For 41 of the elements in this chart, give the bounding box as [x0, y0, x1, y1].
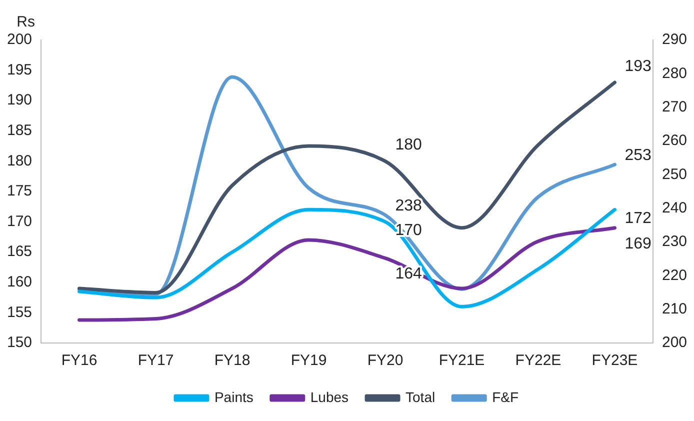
data-label: 169: [624, 235, 652, 252]
y2-tick-label: 240: [662, 199, 688, 216]
legend-label: Lubes: [310, 388, 349, 405]
legend-label: F&F: [492, 388, 519, 405]
x-tick-label: FY16: [61, 352, 98, 370]
x-tick-label: FY22E: [515, 352, 562, 370]
data-label: 172: [624, 210, 652, 228]
x-tick-label: FY21E: [438, 352, 485, 370]
y-tick-label: 175: [6, 182, 32, 200]
y-tick-label: 200: [6, 31, 32, 48]
x-tick-label: FY23E: [592, 352, 638, 370]
y2-tick-label: 230: [662, 233, 688, 250]
y-tick-label: 185: [6, 122, 32, 140]
x-tick-label: FY19: [290, 352, 327, 370]
legend-label: Total: [406, 388, 436, 405]
data-label: 193: [624, 58, 652, 75]
y2-tick-label: 210: [662, 300, 688, 318]
y-tick-label: 150: [6, 334, 32, 352]
y2-tick-label: 260: [662, 132, 688, 150]
data-label: 253: [624, 146, 652, 164]
y-tick-label: 170: [6, 212, 32, 230]
x-tick-label: FY20: [367, 352, 404, 370]
data-label: 164: [395, 266, 422, 283]
data-label: 238: [395, 197, 422, 214]
legend-label: Paints: [214, 388, 254, 405]
data-label: 180: [395, 136, 422, 154]
x-tick-label: FY17: [138, 352, 174, 370]
x-tick-label: FY18: [214, 352, 250, 370]
y-tick-label: 190: [6, 92, 32, 109]
y-axis-title: Rs: [16, 14, 36, 31]
y-tick-label: 155: [6, 304, 32, 321]
y2-tick-label: 200: [662, 334, 688, 352]
y-tick-label: 195: [6, 61, 32, 78]
y-tick-label: 160: [6, 274, 32, 291]
y2-tick-label: 290: [662, 31, 688, 48]
y-tick-label: 180: [6, 152, 32, 170]
y-tick-label: 165: [6, 243, 32, 260]
y2-tick-label: 280: [662, 64, 688, 82]
y2-tick-label: 250: [662, 166, 688, 183]
y2-tick-label: 270: [662, 98, 688, 116]
y2-tick-label: 220: [662, 266, 688, 284]
